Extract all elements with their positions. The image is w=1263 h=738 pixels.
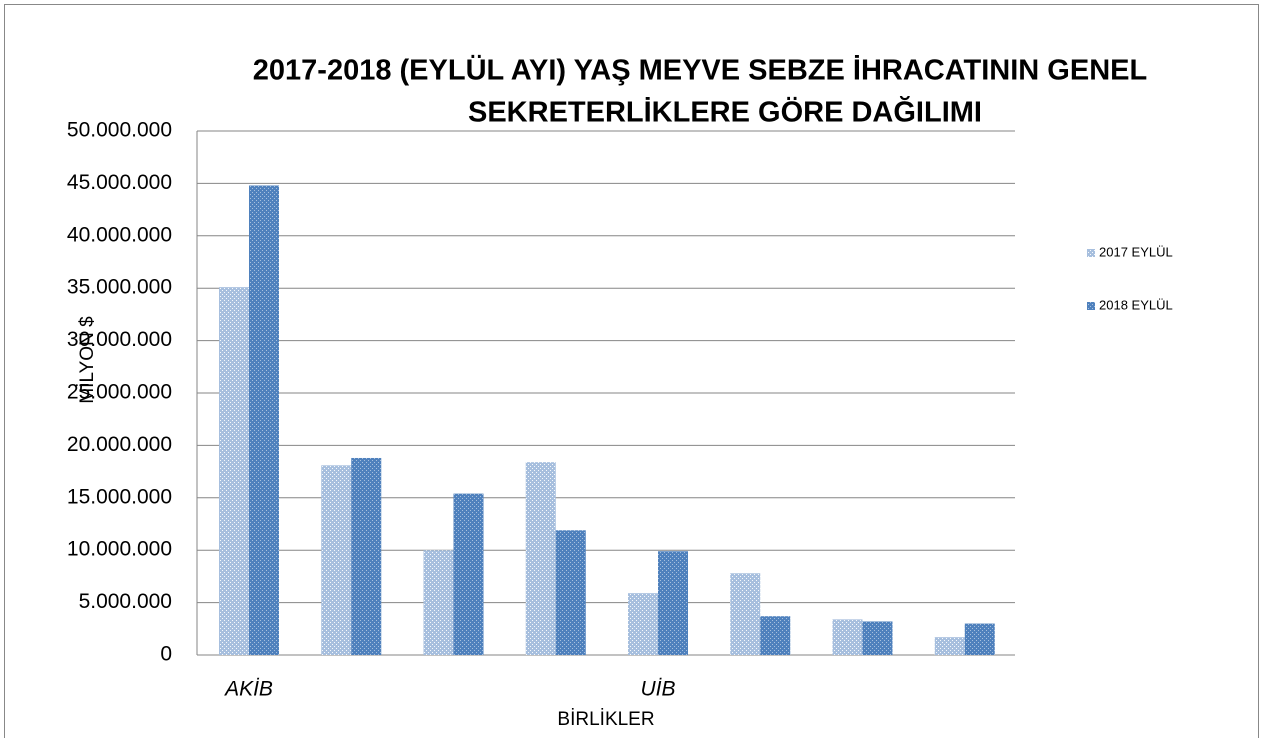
y-tick-label: 40.000.000 — [67, 223, 172, 246]
bar — [760, 616, 791, 655]
bar — [658, 551, 688, 655]
bar — [321, 465, 352, 655]
y-tick-label: 5.000.000 — [79, 590, 172, 613]
bar — [964, 623, 995, 655]
legend-swatch — [1087, 302, 1095, 310]
chart-title: SEKRETERLİKLERE GÖRE DAĞILIMI — [468, 95, 982, 129]
bar — [832, 619, 863, 655]
bar — [453, 493, 484, 655]
bar — [351, 457, 382, 655]
bar — [730, 573, 761, 655]
bar — [934, 637, 965, 655]
legend-label: 2017 EYLÜL — [1099, 244, 1173, 259]
bar — [628, 593, 658, 655]
bar — [423, 550, 454, 655]
y-tick-label: 30.000.000 — [67, 328, 172, 351]
y-tick-label: 35.000.000 — [67, 276, 172, 299]
x-tick-label: UİB — [640, 678, 675, 701]
y-axis-label: MİLYON $ — [77, 316, 98, 404]
x-tick-label: AKİB — [223, 678, 273, 701]
chart-title: 2017-2018 (EYLÜL AYI) YAŞ MEYVE SEBZE İH… — [253, 54, 1147, 87]
bar — [525, 462, 556, 655]
bar — [555, 530, 586, 655]
x-axis-label: BİRLİKLER — [557, 709, 654, 730]
y-tick-label: 45.000.000 — [67, 171, 172, 194]
bar — [249, 185, 279, 655]
y-tick-label: 50.000.000 — [67, 119, 172, 142]
legend-swatch — [1087, 249, 1095, 257]
y-tick-label: 20.000.000 — [67, 433, 172, 456]
y-tick-label: 15.000.000 — [67, 485, 172, 508]
bar — [219, 287, 249, 655]
y-tick-label: 10.000.000 — [67, 538, 172, 561]
y-tick-label: 25.000.000 — [67, 381, 172, 404]
y-tick-label: 0 — [160, 643, 172, 666]
bar — [862, 621, 893, 655]
legend-label: 2018 EYLÜL — [1099, 297, 1173, 312]
